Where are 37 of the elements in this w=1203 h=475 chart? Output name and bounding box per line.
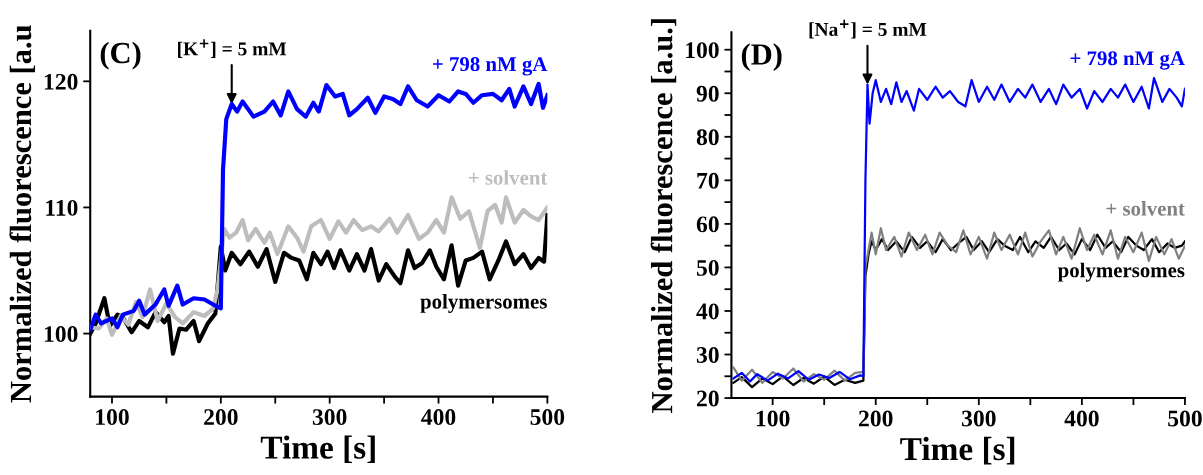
series-label: + 798 nM gA xyxy=(433,57,548,76)
y-axis-title: Normalized fluorescence [a.u xyxy=(9,25,36,403)
annotation: [K$^{+}$] = 5 mM xyxy=(178,39,287,58)
line-series xyxy=(90,81,548,332)
x-tick-label: 400 xyxy=(421,409,456,426)
series-label: polymersomes xyxy=(420,293,547,313)
y-axis-title: Normalized fluorescence [a.u.] xyxy=(650,19,677,413)
y-tick-label: 20 xyxy=(697,390,719,407)
x-tick-label: 300 xyxy=(961,410,996,427)
y-tick-label: 70 xyxy=(697,172,719,189)
x-tick-label: 300 xyxy=(312,409,347,426)
x-tick-label: 200 xyxy=(859,410,893,427)
annotation: (D) xyxy=(741,43,782,71)
x-tick-label: 100 xyxy=(96,409,129,426)
annotation: (C) xyxy=(100,41,141,70)
y-tick-label: 110 xyxy=(46,199,78,216)
series-label: + solvent xyxy=(1106,201,1185,216)
series-label: + 798 nM gA xyxy=(1070,51,1185,70)
series-label: polymersomes xyxy=(1057,262,1185,282)
y-tick-label: 80 xyxy=(696,129,719,146)
x-tick-label: 400 xyxy=(1064,410,1099,427)
y-tick-label: 100 xyxy=(686,42,719,59)
y-tick-label: 100 xyxy=(44,326,78,342)
x-tick-label: 500 xyxy=(530,409,565,426)
x-tick-label: 100 xyxy=(756,410,790,427)
annotation: [Na$^{+}$] = 5 mM xyxy=(809,19,927,39)
x-axis-title: Time [s] xyxy=(260,435,375,463)
y-tick-label: 120 xyxy=(44,73,78,90)
y-tick-label: 50 xyxy=(696,259,719,276)
y-tick-label: 60 xyxy=(696,216,719,233)
x-tick-label: 500 xyxy=(1168,410,1202,427)
y-tick-label: 40 xyxy=(696,303,719,320)
x-axis-title: Time [s] xyxy=(900,436,1015,465)
series-label: + solvent xyxy=(468,170,548,185)
y-tick-label: 90 xyxy=(696,85,719,102)
x-tick-label: 200 xyxy=(204,409,238,426)
y-tick-label: 30 xyxy=(696,347,719,363)
